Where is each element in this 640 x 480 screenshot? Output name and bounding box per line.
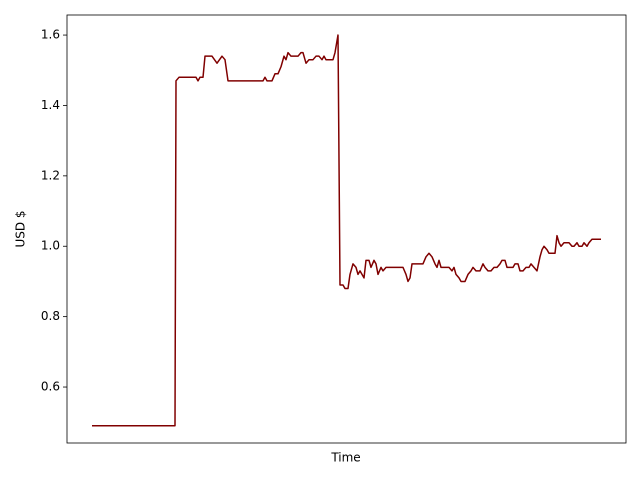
y-tick-label: 0.6	[41, 380, 60, 394]
y-tick-label: 1.4	[41, 98, 60, 112]
line-series	[92, 34, 601, 427]
y-tick-label: 1.0	[41, 239, 60, 253]
y-tick-label: 1.2	[41, 168, 60, 182]
x-axis-label: Time	[330, 451, 360, 465]
y-axis-label: USD $	[14, 210, 28, 247]
y-tick-label: 1.6	[41, 28, 60, 42]
plot-frame	[66, 14, 627, 444]
y-tick-label: 0.8	[41, 309, 60, 323]
